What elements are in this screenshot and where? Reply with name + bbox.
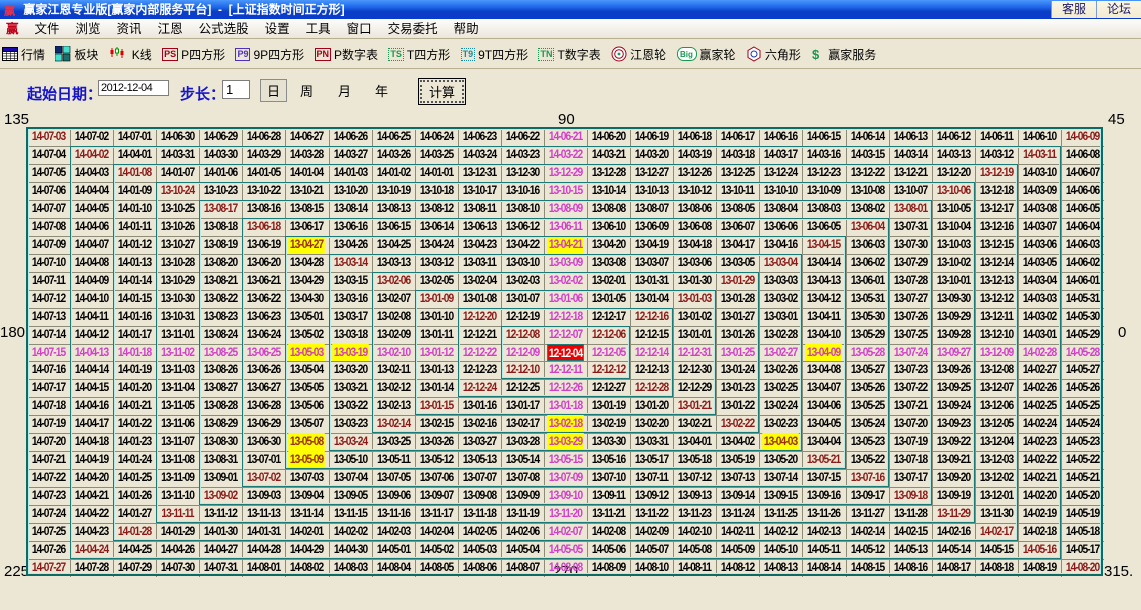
- svg-text:赢: 赢: [4, 3, 16, 17]
- svg-text:Big: Big: [680, 50, 693, 59]
- svg-text:$: $: [812, 47, 820, 62]
